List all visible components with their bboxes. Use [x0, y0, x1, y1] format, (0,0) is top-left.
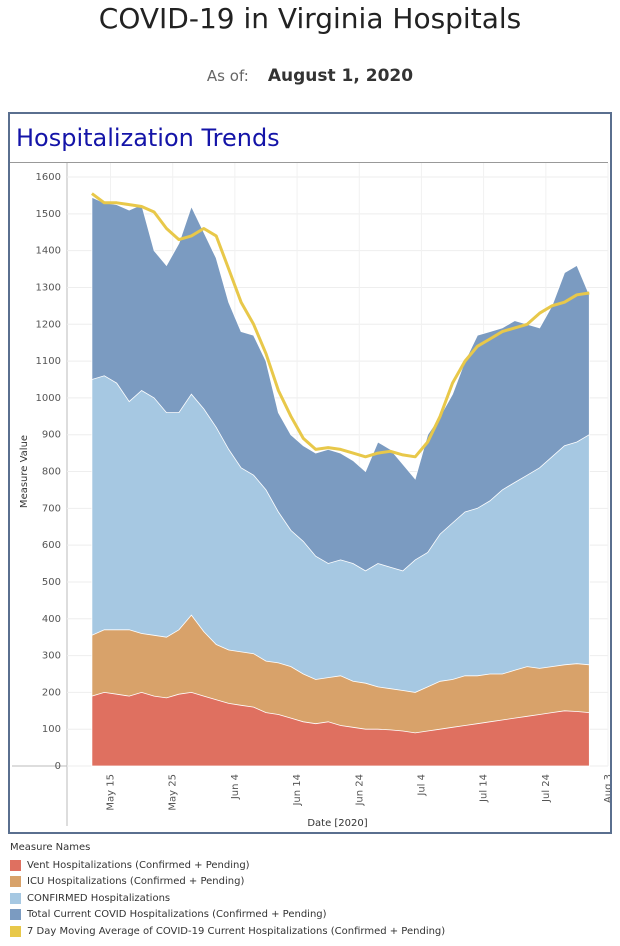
legend-swatch-icu: [10, 876, 21, 888]
y-tick-label: 1300: [36, 282, 61, 293]
legend-label-total: Total Current COVID Hospitalizations (Co…: [27, 909, 327, 921]
y-tick-label: 800: [42, 467, 61, 478]
x-tick-label: Jun 24: [354, 774, 365, 807]
x-tick-label: Jul 14: [479, 774, 490, 803]
y-tick-label: 400: [42, 614, 61, 625]
legend-label-icu: ICU Hospitalizations (Confirmed + Pendin…: [27, 876, 245, 888]
hospitalization-chart[interactable]: 0 100 200 300 400 500 600 700 800 900 1000 1100 1200…: [10, 114, 610, 832]
x-tick-label: May 15: [106, 774, 117, 811]
y-tick-label: 1600: [36, 172, 61, 183]
y-tick-label: 0: [55, 761, 61, 772]
legend-item-confirmed[interactable]: CONFIRMED Hospitalizations: [10, 890, 445, 907]
x-tick-label: May 25: [168, 774, 179, 811]
x-tick-label: Aug 3: [603, 774, 610, 803]
x-tick-label: Jul 24: [541, 774, 552, 803]
y-tick-label: 1000: [36, 393, 61, 404]
x-tick-label: Jul 4: [416, 774, 427, 797]
as-of-row: As of: August 1, 2020: [0, 66, 620, 86]
as-of-label: As of:: [206, 67, 249, 85]
area-series-3: [91, 691, 590, 767]
legend-label-confirmed: CONFIRMED Hospitalizations: [27, 892, 171, 904]
legend-item-total[interactable]: Total Current COVID Hospitalizations (Co…: [10, 907, 445, 924]
legend-swatch-confirmed: [10, 892, 21, 904]
x-tick-label: Jun 14: [292, 774, 303, 807]
panel-title: Hospitalization Trends: [16, 124, 280, 152]
y-tick-label: 1100: [36, 356, 61, 367]
y-tick-label: 600: [42, 540, 61, 551]
legend-label-moving-average: 7 Day Moving Average of COVID-19 Current…: [27, 925, 446, 937]
y-tick-label: 200: [42, 687, 61, 698]
page-title: COVID-19 in Virginia Hospitals: [98, 2, 522, 35]
y-axis-title: Measure Value: [19, 435, 30, 508]
legend-swatch-total: [10, 909, 21, 921]
hospitalization-trends-panel: Hospitalization Trends 0 100 200 300 400 500 6…: [8, 112, 612, 834]
y-tick-label: 900: [42, 430, 61, 441]
moving-average-line: [91, 192, 590, 459]
y-tick-label: 300: [42, 651, 61, 662]
y-tick-label: 100: [42, 724, 61, 735]
x-axis-title: Date [2020]: [307, 818, 367, 829]
legend-label-vent: Vent Hospitalizations (Confirmed + Pendi…: [27, 859, 250, 871]
legend-title: Measure Names: [10, 842, 91, 853]
panel-title-bar: Hospitalization Trends: [10, 114, 608, 163]
y-tick-label: 1200: [36, 319, 61, 330]
legend-item-icu[interactable]: ICU Hospitalizations (Confirmed + Pendin…: [10, 874, 445, 891]
y-tick-label: 700: [42, 503, 61, 514]
legend-swatch-moving-average: [10, 925, 21, 937]
legend: Measure Names Vent Hospitalizations (Con…: [10, 842, 445, 940]
y-tick-label: 500: [42, 577, 61, 588]
y-tick-label: 1400: [36, 246, 61, 257]
x-tick-label: Jun 4: [230, 774, 241, 800]
as-of-date: August 1, 2020: [267, 66, 414, 86]
legend-item-moving-average[interactable]: 7 Day Moving Average of COVID-19 Current…: [10, 923, 445, 940]
legend-item-vent[interactable]: Vent Hospitalizations (Confirmed + Pendi…: [10, 857, 445, 874]
legend-swatch-vent: [10, 859, 21, 871]
y-tick-label: 1500: [36, 209, 61, 220]
